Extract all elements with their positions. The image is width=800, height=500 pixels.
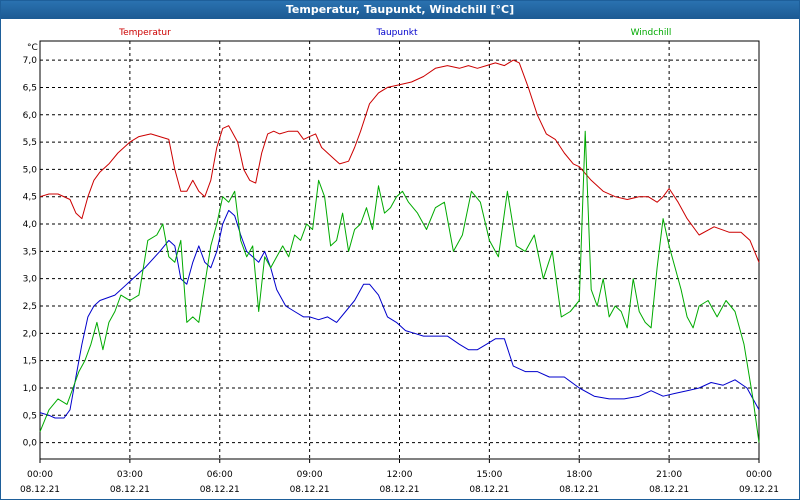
x-tick-date: 08.12.21 (469, 485, 509, 495)
x-tick-date: 08.12.21 (110, 485, 150, 495)
line-chart: 0,0 0,5 1,0 1,5 2,0 2,5 3,0 3,5 4,0 4,5 5,0 5,5 6,0 6… (20, 28, 779, 495)
x-tick-time: 21:00 (656, 470, 682, 480)
x-tick-time: 12:00 (387, 470, 413, 480)
x-tick-time: 00:00 (27, 470, 53, 480)
legend-windchill: Windchill (631, 28, 672, 38)
y-tick-label: 5,0 (23, 165, 38, 175)
legend-temperatur: Temperatur (118, 28, 171, 38)
x-tick-date: 09.12.21 (739, 485, 779, 495)
x-tick-date: 08.12.21 (200, 485, 240, 495)
y-tick-label: 3,0 (23, 275, 38, 285)
series-lines (39, 59, 760, 443)
x-axis-ticks: 00:00 08.12.21 03:00 08.12.21 06:00 08.12.21 0… (20, 459, 779, 495)
y-tick-label: 7,0 (23, 56, 38, 66)
window-title: Temperatur, Taupunkt, Windchill [°C] (1, 1, 799, 19)
x-tick-date: 08.12.21 (379, 485, 419, 495)
y-axis-ticks: 0,0 0,5 1,0 1,5 2,0 2,5 3,0 3,5 4,0 4,5 5,0 5,5 6,0 6… (23, 56, 38, 448)
y-tick-label: 0,0 (23, 439, 38, 449)
x-tick-date: 08.12.21 (290, 485, 330, 495)
y-axis-label: °C (27, 43, 38, 53)
legend-taupunkt: Taupunkt (375, 28, 418, 38)
series-line-windchill (39, 130, 760, 443)
y-tick-label: 1,0 (23, 384, 38, 394)
y-tick-label: 2,0 (23, 329, 38, 339)
x-tick-date: 08.12.21 (20, 485, 60, 495)
y-tick-label: 0,5 (23, 411, 37, 421)
x-tick-time: 15:00 (476, 470, 502, 480)
y-tick-label: 6,5 (23, 83, 37, 93)
x-tick-time: 03:00 (117, 470, 143, 480)
y-tick-label: 4,0 (23, 220, 38, 230)
y-tick-label: 6,0 (23, 111, 38, 121)
x-tick-date: 08.12.21 (559, 485, 599, 495)
x-tick-time: 06:00 (207, 470, 233, 480)
series-line-taupunkt (39, 209, 760, 419)
y-tick-label: 2,5 (23, 302, 37, 312)
grid-lines (40, 41, 759, 459)
y-tick-label: 1,5 (23, 357, 37, 367)
x-tick-time: 09:00 (297, 470, 323, 480)
series-line-temperatur (39, 59, 760, 263)
y-tick-label: 4,5 (23, 193, 37, 203)
x-tick-time: 00:00 (746, 470, 772, 480)
x-tick-time: 18:00 (566, 470, 592, 480)
x-tick-date: 08.12.21 (649, 485, 689, 495)
y-tick-label: 3,5 (23, 247, 37, 257)
y-tick-label: 5,5 (23, 138, 37, 148)
legend: Temperatur Taupunkt Windchill (118, 28, 671, 38)
